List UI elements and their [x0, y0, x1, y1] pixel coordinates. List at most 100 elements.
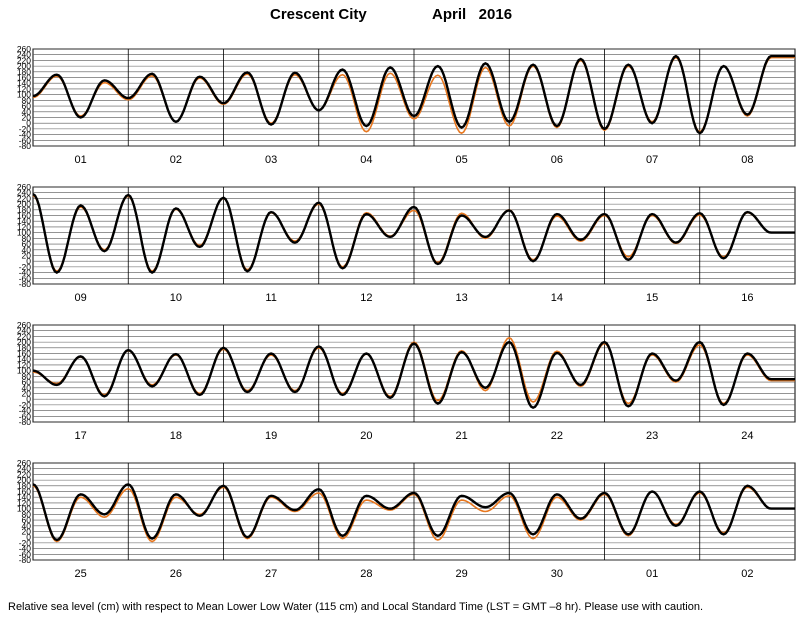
y-tick-label: 60 — [22, 377, 32, 387]
day-label: 21 — [456, 430, 468, 442]
y-tick-label: 140 — [17, 216, 31, 226]
y-tick-label: 200 — [17, 337, 31, 347]
y-tick-label: 220 — [17, 193, 31, 203]
day-label: 25 — [75, 568, 87, 580]
day-label: 05 — [456, 154, 468, 166]
y-tick-label: 240 — [17, 464, 31, 474]
y-tick-label: -80 — [19, 555, 32, 565]
day-label: 08 — [741, 154, 753, 166]
y-tick-label: 0 — [26, 532, 31, 542]
y-tick-label: 180 — [17, 67, 31, 77]
day-label: 06 — [551, 154, 563, 166]
y-tick-label: 260 — [17, 44, 31, 54]
y-tick-label: 80 — [22, 233, 32, 243]
y-tick-label: 160 — [17, 211, 31, 221]
y-tick-label: -80 — [19, 141, 32, 151]
day-label: 28 — [360, 568, 372, 580]
day-label: 09 — [75, 292, 87, 304]
y-tick-label: 20 — [22, 112, 32, 122]
y-tick-label: 120 — [17, 360, 31, 370]
observed-tide-line — [32, 483, 795, 542]
station-title: Crescent City — [270, 6, 367, 23]
y-tick-label: 80 — [22, 95, 32, 105]
day-label: 03 — [265, 154, 277, 166]
day-label: 23 — [646, 430, 658, 442]
y-tick-label: 260 — [17, 320, 31, 330]
y-tick-label: 100 — [17, 366, 31, 376]
day-label: 13 — [456, 292, 468, 304]
y-tick-label: 40 — [22, 245, 32, 255]
panel-4: -80-60-40-200204060801001201401601802002… — [17, 458, 796, 580]
observed-tide-line — [32, 193, 795, 275]
y-tick-label: 240 — [17, 326, 31, 336]
y-tick-label: 200 — [17, 475, 31, 485]
day-label: 12 — [360, 292, 372, 304]
observed-tide-line — [32, 340, 795, 410]
day-label: 26 — [170, 568, 182, 580]
y-tick-label: -40 — [19, 406, 32, 416]
y-tick-label: 120 — [17, 498, 31, 508]
day-label: 17 — [75, 430, 87, 442]
y-tick-label: 140 — [17, 78, 31, 88]
y-tick-label: 20 — [22, 250, 32, 260]
day-label: 16 — [741, 292, 753, 304]
caption-note: Relative sea level (cm) with respect to … — [8, 601, 704, 613]
y-tick-label: -80 — [19, 279, 32, 289]
y-tick-label: 220 — [17, 469, 31, 479]
day-label: 27 — [265, 568, 277, 580]
panel-2: -80-60-40-200204060801001201401601802002… — [17, 182, 796, 304]
y-tick-label: -60 — [19, 549, 32, 559]
y-tick-label: 120 — [17, 84, 31, 94]
y-tick-label: 240 — [17, 188, 31, 198]
day-label: 15 — [646, 292, 658, 304]
y-tick-label: 40 — [22, 383, 32, 393]
day-label: 02 — [741, 568, 753, 580]
y-tick-label: 60 — [22, 239, 32, 249]
panel-3: -80-60-40-200204060801001201401601802002… — [17, 320, 796, 442]
y-tick-label: 140 — [17, 354, 31, 364]
day-label: 14 — [551, 292, 563, 304]
y-tick-label: 20 — [22, 526, 32, 536]
day-label: 11 — [265, 292, 276, 304]
y-tick-label: 100 — [17, 90, 31, 100]
y-tick-label: 220 — [17, 331, 31, 341]
day-label: 22 — [551, 430, 563, 442]
y-tick-label: 180 — [17, 481, 31, 491]
y-tick-label: 60 — [22, 101, 32, 111]
day-label: 30 — [551, 568, 563, 580]
y-tick-label: 40 — [22, 521, 32, 531]
y-tick-label: -40 — [19, 544, 32, 554]
y-tick-label: 260 — [17, 458, 31, 468]
y-tick-label: 120 — [17, 222, 31, 232]
observed-tide-line — [32, 54, 795, 135]
y-tick-label: -40 — [19, 130, 32, 140]
y-tick-label: 0 — [26, 118, 31, 128]
day-label: 20 — [360, 430, 372, 442]
panel-1: -80-60-40-200204060801001201401601802002… — [17, 44, 796, 166]
y-tick-label: -60 — [19, 273, 32, 283]
day-label: 01 — [75, 154, 87, 166]
y-tick-label: -40 — [19, 268, 32, 278]
y-tick-label: 0 — [26, 394, 31, 404]
y-tick-label: -20 — [19, 124, 32, 134]
y-tick-label: 80 — [22, 509, 32, 519]
y-tick-label: 0 — [26, 256, 31, 266]
y-tick-label: 80 — [22, 371, 32, 381]
y-tick-label: 160 — [17, 73, 31, 83]
y-tick-label: -20 — [19, 400, 32, 410]
y-tick-label: 200 — [17, 61, 31, 71]
day-label: 18 — [170, 430, 182, 442]
y-tick-label: 240 — [17, 50, 31, 60]
y-tick-label: 160 — [17, 349, 31, 359]
y-tick-label: 100 — [17, 228, 31, 238]
y-tick-label: 140 — [17, 492, 31, 502]
day-label: 02 — [170, 154, 182, 166]
month-year-title: April 2016 — [432, 6, 513, 23]
y-tick-label: 260 — [17, 182, 31, 192]
y-tick-label: -20 — [19, 262, 32, 272]
day-label: 19 — [265, 430, 277, 442]
y-tick-label: 40 — [22, 107, 32, 117]
day-label: 29 — [456, 568, 468, 580]
